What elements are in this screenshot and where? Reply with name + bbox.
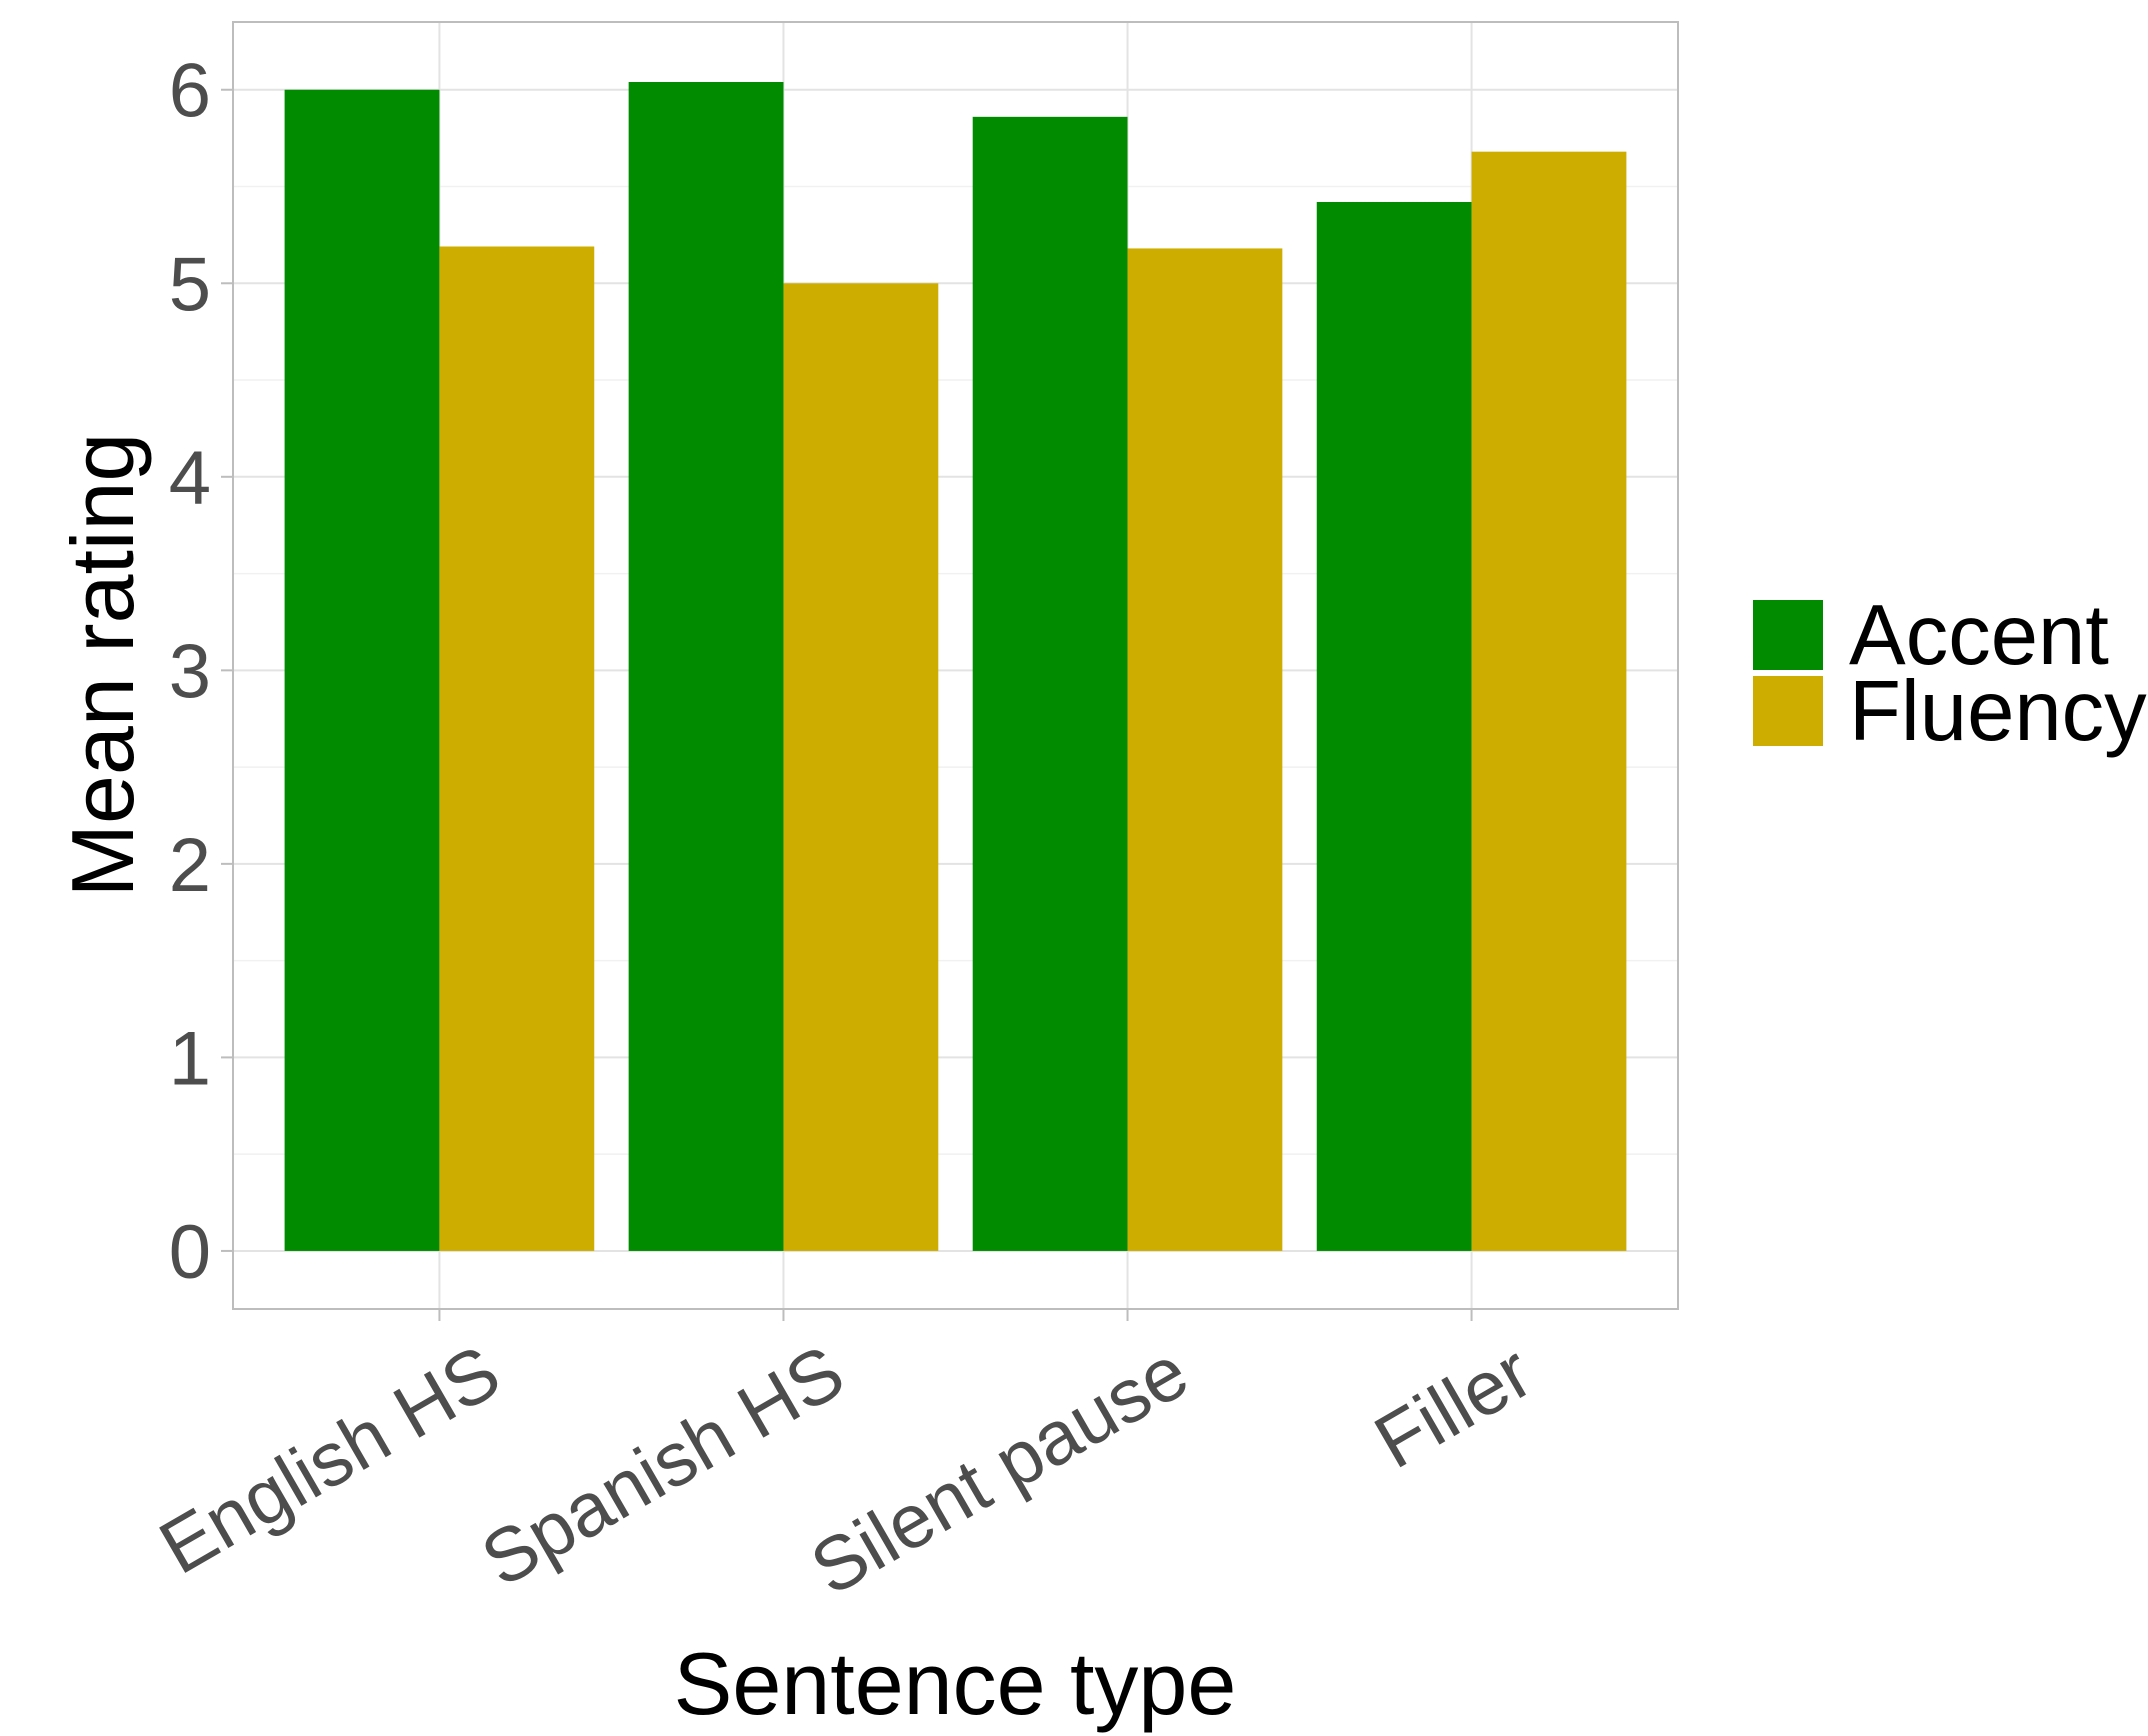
x-axis-title: Sentence type [674,1634,1237,1733]
bar-fluency-spanish-hs [783,283,939,1251]
legend-label-accent: Accent [1849,588,2109,683]
bar-accent-english-hs [284,89,440,1251]
legend-key-accent [1753,600,1823,670]
y-axis-title: Mean rating [53,433,152,898]
bar-fluency-english-hs [439,246,595,1251]
y-axis: 0 1 2 3 4 5 6 [169,49,233,1295]
legend-key-fluency [1753,676,1823,746]
y-tick-label: 6 [169,49,211,134]
bars [284,81,1627,1251]
bar-fluency-silent-pause [1127,248,1283,1251]
y-tick-label: 1 [169,1016,211,1101]
plot-panel-border [232,21,1679,1310]
y-tick-label: 0 [169,1210,211,1295]
y-tick-label: 2 [169,823,211,908]
x-tick-label: Filler [1361,1329,1546,1485]
bar-accent-spanish-hs [628,81,784,1251]
legend-label-fluency: Fluency [1849,664,2147,759]
x-tick-label: English HS [146,1329,514,1591]
x-tick-label: Silent pause [797,1329,1202,1612]
bar-fluency-filler [1471,151,1627,1251]
bar-accent-filler [1316,201,1472,1251]
x-tick-label: Spanish HS [468,1329,858,1603]
y-tick-label: 3 [169,629,211,714]
y-tick-label: 4 [169,436,211,521]
bar-accent-silent-pause [972,116,1128,1251]
y-tick-label: 5 [169,242,211,327]
